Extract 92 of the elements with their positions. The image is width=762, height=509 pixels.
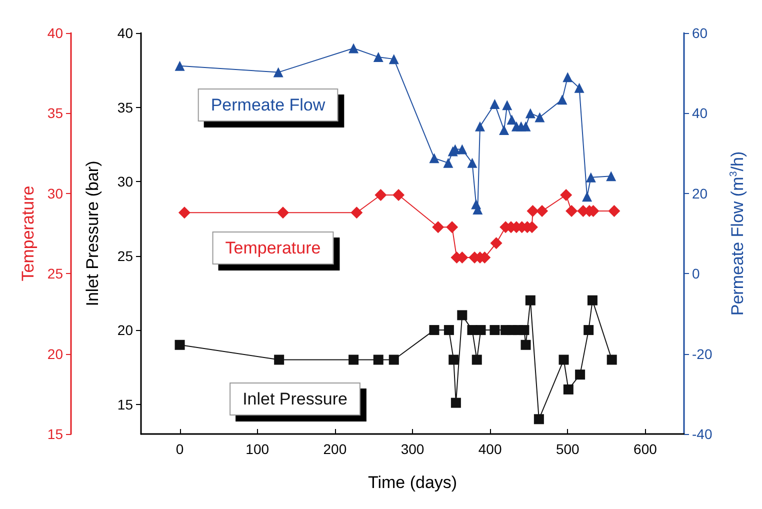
y-tick-label: 20 bbox=[117, 322, 134, 338]
point bbox=[457, 144, 468, 154]
point bbox=[476, 325, 486, 336]
series-label: Inlet Pressure bbox=[242, 390, 348, 408]
point bbox=[392, 189, 405, 202]
point bbox=[560, 189, 572, 202]
point bbox=[499, 125, 510, 136]
x-axis-title: Time (days) bbox=[368, 473, 458, 492]
y-tick-label: 40 bbox=[117, 25, 134, 41]
point bbox=[606, 354, 617, 365]
point bbox=[373, 354, 384, 365]
y3-tick-label: 35 bbox=[47, 105, 64, 122]
point bbox=[274, 354, 284, 365]
y2-tick-label: 20 bbox=[692, 185, 708, 202]
y3-tick-label: 20 bbox=[47, 346, 64, 362]
point bbox=[273, 67, 284, 78]
x-tick-label: 400 bbox=[478, 441, 502, 457]
point bbox=[388, 54, 399, 64]
series-label: Temperature bbox=[225, 238, 321, 258]
point bbox=[446, 221, 458, 234]
point bbox=[526, 205, 539, 218]
point bbox=[519, 325, 530, 336]
point bbox=[536, 205, 548, 218]
point bbox=[373, 52, 384, 62]
x-tick-label: 300 bbox=[400, 441, 424, 457]
x-tick-label: 0 bbox=[176, 441, 184, 457]
y2-tick-label: 40 bbox=[692, 105, 708, 122]
point bbox=[448, 354, 459, 365]
point bbox=[450, 398, 461, 408]
point bbox=[506, 114, 517, 125]
y2-axis-title: Permeate Flow (m3/h) bbox=[728, 151, 747, 316]
point bbox=[525, 108, 536, 118]
point bbox=[178, 206, 190, 219]
point bbox=[467, 158, 478, 168]
y2-tick-label: -20 bbox=[692, 346, 712, 362]
point bbox=[582, 192, 592, 202]
y-axis-title: Inlet Pressure (bar) bbox=[83, 160, 102, 306]
y-tick-label: 35 bbox=[117, 99, 134, 116]
point bbox=[490, 237, 502, 250]
y3-axis-title: Temperature bbox=[18, 186, 38, 282]
point bbox=[474, 121, 485, 132]
point bbox=[608, 205, 620, 218]
point bbox=[606, 171, 616, 182]
y-tick-label: 25 bbox=[117, 248, 134, 264]
point bbox=[348, 354, 359, 365]
y3-tick-label: 25 bbox=[47, 266, 64, 282]
point bbox=[534, 414, 544, 424]
x-tick-label: 200 bbox=[323, 441, 347, 457]
point bbox=[374, 189, 387, 202]
point bbox=[587, 295, 598, 306]
point bbox=[566, 205, 578, 218]
point bbox=[388, 354, 399, 365]
point bbox=[444, 325, 454, 336]
y3-tick-label: 30 bbox=[47, 185, 64, 202]
point bbox=[174, 60, 185, 71]
point bbox=[562, 72, 573, 82]
point bbox=[472, 354, 482, 365]
point bbox=[584, 325, 594, 336]
point bbox=[574, 82, 584, 93]
point bbox=[350, 206, 363, 219]
point bbox=[457, 310, 468, 320]
point bbox=[348, 43, 359, 54]
series-label: Permeate Flow bbox=[210, 96, 326, 114]
point bbox=[558, 354, 569, 365]
point bbox=[467, 325, 478, 336]
y2-tick-label: 0 bbox=[692, 266, 700, 282]
point bbox=[502, 100, 512, 110]
x-tick-label: 600 bbox=[634, 441, 658, 457]
point bbox=[174, 340, 185, 350]
point bbox=[432, 221, 444, 234]
point bbox=[443, 158, 454, 168]
point bbox=[534, 112, 545, 122]
point bbox=[490, 325, 500, 336]
point bbox=[429, 325, 440, 336]
y3-tick-label: 40 bbox=[47, 25, 64, 41]
point bbox=[429, 153, 440, 164]
point bbox=[557, 94, 568, 105]
point bbox=[525, 295, 536, 306]
y-tick-label: 30 bbox=[117, 174, 134, 190]
y-tick-label: 15 bbox=[117, 396, 134, 412]
y3-tick-label: 15 bbox=[47, 426, 64, 442]
y2-tick-label: 60 bbox=[692, 25, 708, 41]
point bbox=[490, 98, 500, 109]
point bbox=[520, 340, 531, 350]
point bbox=[575, 370, 586, 380]
point bbox=[586, 172, 596, 182]
y2-tick-label: -40 bbox=[692, 426, 712, 442]
x-tick-label: 100 bbox=[246, 441, 270, 457]
point bbox=[563, 384, 574, 394]
x-tick-label: 500 bbox=[556, 441, 580, 457]
point bbox=[276, 206, 289, 219]
point bbox=[520, 121, 531, 132]
